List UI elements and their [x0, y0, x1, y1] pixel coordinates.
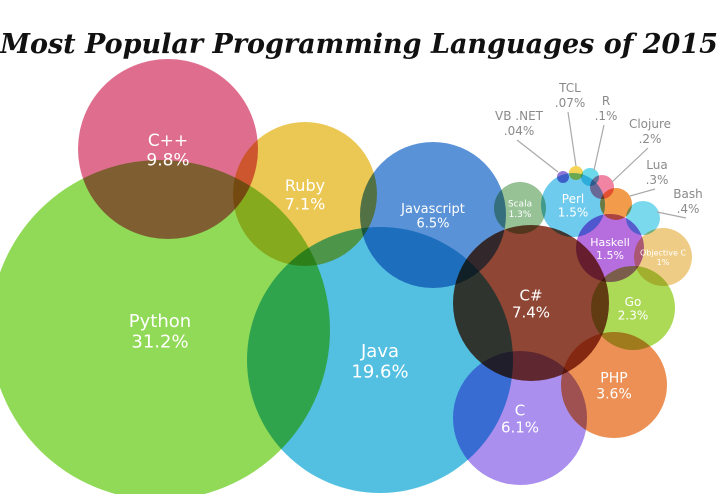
label-value-clojure: .2%	[639, 132, 662, 146]
label-value-perl: 1.5%	[558, 206, 589, 220]
chart-title: Most Popular Programming Languages of 20…	[0, 29, 718, 60]
label-value-haskell: 1.5%	[596, 249, 624, 262]
leader-line-vb-net	[516, 139, 559, 173]
label-value-tcl: .07%	[555, 96, 586, 110]
leader-line-bash	[656, 211, 687, 219]
bubble-perl	[541, 173, 605, 237]
label-name-perl: Perl	[562, 192, 584, 206]
label-name-r: R	[602, 94, 610, 108]
bubble-c	[453, 225, 609, 381]
label-name-objective-c: Objective C	[640, 249, 686, 258]
label-name-javascript: Javascript	[400, 202, 465, 217]
label-name-go: Go	[625, 295, 642, 309]
label-name-c: C#	[519, 286, 542, 304]
label-value-php: 3.6%	[596, 387, 632, 403]
leader-line-r	[593, 124, 605, 171]
label-name-vb-net: VB .NET	[495, 109, 544, 123]
bubble-r	[581, 168, 599, 186]
label-value-vb-net: .04%	[504, 124, 535, 138]
bubble-javascript	[360, 142, 506, 288]
label-value-go: 2.3%	[618, 309, 649, 323]
bubble-c	[78, 59, 258, 239]
label-value-c: 6.1%	[501, 419, 539, 437]
leader-line-lua	[629, 188, 656, 197]
leader-line-tcl	[567, 111, 577, 167]
bubble-ruby	[233, 122, 377, 266]
label-name-tcl: TCL	[558, 81, 581, 95]
label-value-ruby: 7.1%	[285, 195, 326, 214]
label-value-python: 31.2%	[131, 332, 188, 353]
label-value-lua: .3%	[646, 173, 669, 187]
label-name-clojure: Clojure	[629, 117, 671, 131]
bubble-scala	[494, 182, 546, 234]
label-value-scala: 1.3%	[509, 210, 532, 220]
label-value-javascript: 6.5%	[416, 217, 449, 232]
bubble-c	[453, 351, 587, 485]
label-name-java: Java	[360, 341, 399, 362]
bubble-bash	[626, 201, 660, 235]
label-name-scala: Scala	[508, 199, 532, 209]
label-name-c: C	[515, 401, 525, 419]
label-name-lua: Lua	[646, 158, 667, 172]
bubble-group	[0, 59, 692, 494]
bubble-haskell	[576, 214, 644, 282]
label-value-bash: .4%	[677, 202, 700, 216]
label-name-c: C++	[148, 131, 188, 151]
label-name-bash: Bash	[673, 187, 702, 201]
bubble-vb-net	[557, 171, 569, 183]
bubble-objective-c	[634, 228, 692, 286]
label-value-c: 7.4%	[512, 304, 550, 322]
label-value-c: 9.8%	[146, 151, 189, 171]
bubble-java	[247, 227, 513, 493]
bubble-php	[561, 332, 667, 438]
label-value-objective-c: 1%	[657, 258, 670, 267]
label-value-java: 19.6%	[351, 362, 408, 383]
label-name-haskell: Haskell	[590, 236, 630, 249]
bubble-go	[591, 266, 675, 350]
label-name-php: PHP	[600, 371, 627, 387]
leader-line-clojure	[611, 147, 649, 183]
label-name-python: Python	[129, 311, 191, 332]
leader-lines	[516, 111, 687, 219]
bubble-python	[0, 160, 330, 494]
bubble-tcl	[569, 166, 583, 180]
label-name-ruby: Ruby	[285, 176, 325, 195]
label-value-r: .1%	[595, 109, 618, 123]
